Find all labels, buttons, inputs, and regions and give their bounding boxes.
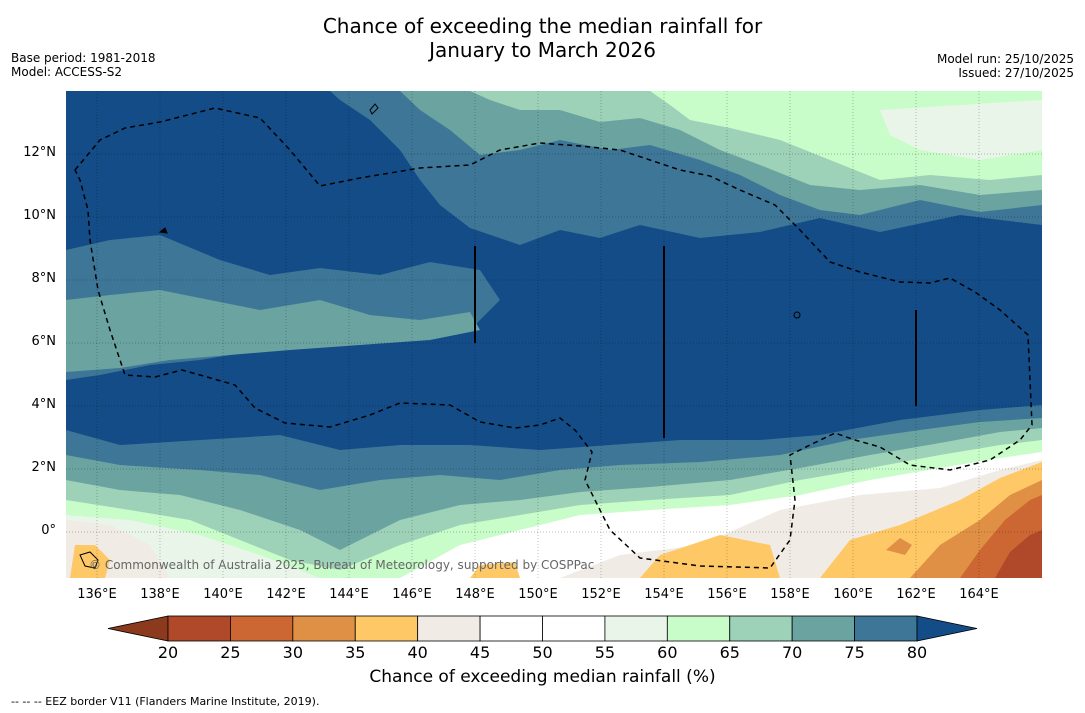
colorbar-tick-label: 50 [532,643,553,662]
lon-label-142e: 142°E [266,587,306,602]
lon-label-150e: 150°E [518,587,558,602]
lon-label-154e: 154°E [644,587,684,602]
colorbar-tick-label: 70 [781,643,803,662]
lon-label-164e: 164°E [959,587,999,602]
lat-label-0: 0° [41,523,56,538]
colorbar-tick-label: 65 [719,643,740,662]
copyright-notice: © Commonwealth of Australia 2025, Bureau… [89,558,595,572]
issued-date: Issued: 27/10/2025 [958,66,1074,80]
lat-label-6n: 6°N [31,334,57,349]
lon-label-140e: 140°E [203,587,243,602]
colorbar-segment [417,615,481,642]
colorbar-segment [791,615,855,642]
lon-label-146e: 146°E [392,587,432,602]
colorbar-tick-label: 60 [657,643,678,662]
colorbar-tick-label: 55 [594,643,616,662]
lon-label-156e: 156°E [707,587,747,602]
colorbar-extend-low [107,615,169,642]
lon-label-148e: 148°E [455,587,495,602]
lat-label-4n: 4°N [31,397,57,412]
lon-label-162e: 162°E [896,587,936,602]
colorbar-segment [479,615,543,642]
graticule [66,91,1042,578]
lat-label-12n: 12°N [23,145,56,160]
colorbar-tick-label: 20 [157,643,179,662]
lat-label-10n: 10°N [23,208,56,223]
rainfall-field [66,91,1042,578]
map-title: Chance of exceeding the median rainfall … [0,14,1085,62]
colorbar-title: Chance of exceeding median rainfall (%) [369,667,716,687]
model-run: Model run: 25/10/2025 [936,52,1074,66]
base-period: Base period: 1981-2018 [11,51,156,65]
lat-label-8n: 8°N [31,271,57,286]
lon-label-144e: 144°E [329,587,369,602]
meta-right: Model run: 25/10/2025 Issued: 27/10/2025 [937,52,1074,80]
colorbar-tick-label: 75 [844,643,865,662]
colorbar-segment [854,615,918,642]
colorbar-tick-label: 35 [345,643,366,662]
title-line-2: January to March 2026 [429,38,656,62]
colorbar-tick-label: 25 [220,643,241,662]
colorbar-segment [230,615,294,642]
colorbar-tick-label: 40 [407,643,428,662]
colorbar-segment [292,615,356,642]
colorbar-segment [729,615,793,642]
colorbar-segment [666,615,731,642]
title-line-1: Chance of exceeding the median rainfall … [322,14,763,38]
lon-label-138e: 138°E [140,587,180,602]
eez-border [74,107,1033,569]
lon-label-160e: 160°E [833,587,873,602]
islands [79,103,801,569]
lat-label-2n: 2°N [31,460,57,475]
boundary-lines [474,246,917,438]
colorbar-segment [542,615,606,642]
colorbar-segment [167,615,231,642]
colorbar-tick-label: 45 [469,643,491,662]
lon-label-158e: 158°E [770,587,810,602]
colorbar-segment [354,615,419,642]
colorbar [107,615,978,642]
colorbar-tick-label: 80 [906,643,928,662]
colorbar-tick-label: 30 [282,643,303,662]
meta-left: Base period: 1981-2018 Model: ACCESS-S2 [11,51,156,79]
lon-label-136e: 136°E [77,587,117,602]
colorbar-extend-high [916,615,978,642]
colorbar-segment [604,615,668,642]
model-name: Model: ACCESS-S2 [11,65,123,79]
lon-label-152e: 152°E [581,587,621,602]
eez-legend: -- -- -- EEZ border V11 (Flanders Marine… [11,695,320,708]
